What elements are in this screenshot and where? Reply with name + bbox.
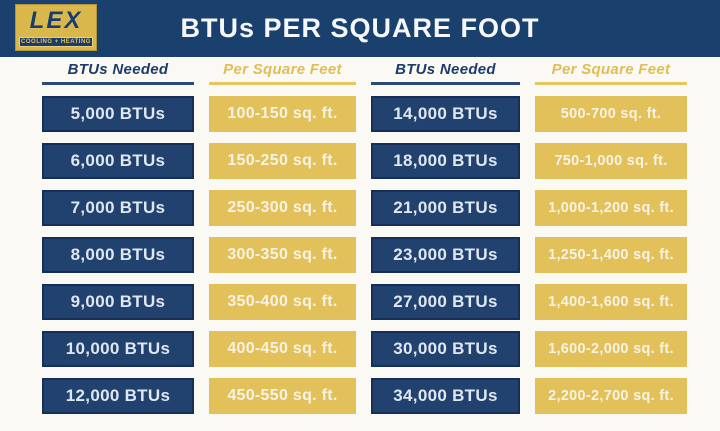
table-cell: 1,250-1,400 sq. ft.: [535, 237, 687, 273]
table-cell: 14,000 BTUs: [371, 96, 520, 132]
table-cell: 750-1,000 sq. ft.: [535, 143, 687, 179]
table-cell: 500-700 sq. ft.: [535, 96, 687, 132]
column-header-btus-needed-right: BTUs Needed: [371, 61, 520, 85]
lex-logo: LEX COOLING + HEATING: [15, 4, 97, 51]
btu-table: BTUs Needed Per Square Feet BTUs Needed …: [42, 61, 689, 414]
table-cell: 18,000 BTUs: [371, 143, 520, 179]
table-cell: 150-250 sq. ft.: [209, 143, 356, 179]
column-header-btus-needed-left: BTUs Needed: [42, 61, 194, 85]
table-cell: 12,000 BTUs: [42, 378, 194, 414]
header-band: BTUs PER SQUARE FOOT LEX COOLING + HEATI…: [0, 0, 720, 57]
column-header-per-square-feet-right: Per Square Feet: [535, 61, 687, 85]
table-cell: 7,000 BTUs: [42, 190, 194, 226]
table-cell: 1,000-1,200 sq. ft.: [535, 190, 687, 226]
table-cell: 450-550 sq. ft.: [209, 378, 356, 414]
table-cell: 400-450 sq. ft.: [209, 331, 356, 367]
table-cell: 6,000 BTUs: [42, 143, 194, 179]
table-cell: 9,000 BTUs: [42, 284, 194, 320]
table-cell: 5,000 BTUs: [42, 96, 194, 132]
table-cell: 1,400-1,600 sq. ft.: [535, 284, 687, 320]
table-cell: 21,000 BTUs: [371, 190, 520, 226]
table-cell: 23,000 BTUs: [371, 237, 520, 273]
table-cell: 30,000 BTUs: [371, 331, 520, 367]
logo-text: LEX: [29, 7, 83, 34]
table-cell: 2,200-2,700 sq. ft.: [535, 378, 687, 414]
table-cell: 350-400 sq. ft.: [209, 284, 356, 320]
column-header-per-square-feet-left: Per Square Feet: [209, 61, 356, 85]
logo-tagline: COOLING + HEATING: [19, 37, 93, 47]
table-cell: 1,600-2,000 sq. ft.: [535, 331, 687, 367]
table-cell: 27,000 BTUs: [371, 284, 520, 320]
page-title: BTUs PER SQUARE FOOT: [180, 13, 540, 43]
table-cell: 100-150 sq. ft.: [209, 96, 356, 132]
table-cell: 300-350 sq. ft.: [209, 237, 356, 273]
table-cell: 10,000 BTUs: [42, 331, 194, 367]
table-cell: 34,000 BTUs: [371, 378, 520, 414]
table-cell: 250-300 sq. ft.: [209, 190, 356, 226]
table-cell: 8,000 BTUs: [42, 237, 194, 273]
